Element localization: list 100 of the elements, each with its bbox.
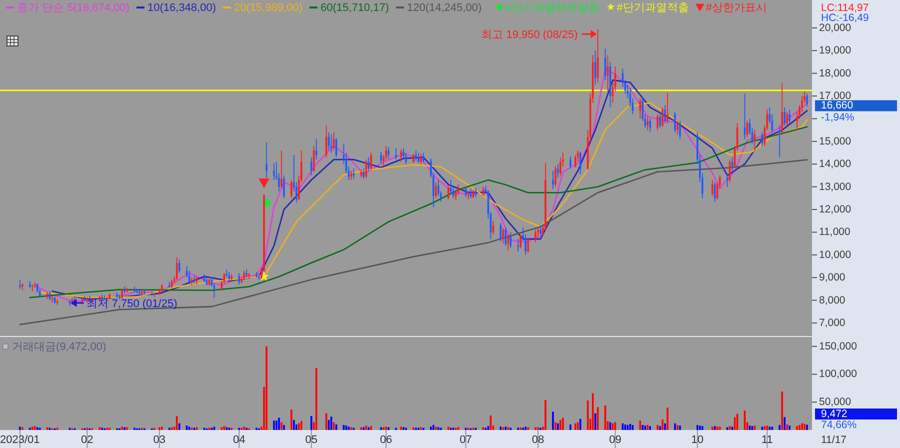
- candlestick: [520, 234, 522, 249]
- candlestick: [280, 150, 282, 190]
- legend-label: 종가 단순 5(16,674,00): [17, 2, 130, 14]
- candlestick: [726, 172, 728, 188]
- candlestick: [507, 234, 510, 251]
- candlestick: [676, 120, 678, 136]
- y-tick-label: 150,000: [819, 340, 858, 352]
- candlestick: [418, 152, 420, 164]
- candlestick: [258, 274, 260, 280]
- candlestick: [579, 151, 582, 175]
- text: LC:114,97: [821, 2, 869, 14]
- candlestick: [664, 104, 666, 124]
- candlestick: [502, 227, 504, 244]
- x-tick-label: 05: [305, 434, 318, 446]
- candlestick: [806, 93, 808, 107]
- legend-label: 60(15,710,17): [320, 2, 389, 14]
- candlestick: [504, 227, 507, 246]
- candlestick: [412, 153, 414, 164]
- candlestick: [679, 120, 681, 140]
- y-tick-label: 11,000: [819, 226, 850, 238]
- candlestick: [711, 180, 714, 196]
- y-tick-label: 8,000: [819, 294, 846, 306]
- annotation: 최저 7,750 (01/25): [86, 298, 178, 310]
- candlestick: [786, 111, 788, 126]
- candlestick: [662, 106, 664, 128]
- point: [258, 178, 270, 188]
- candlestick: [388, 146, 390, 159]
- candlestick: [405, 152, 407, 165]
- candlestick: [674, 111, 676, 133]
- line-series: [19, 159, 808, 326]
- candlestick: [552, 170, 554, 190]
- candlestick: [778, 125, 781, 158]
- candlestick: [238, 272, 240, 285]
- candlestick: [659, 111, 661, 128]
- text: 16,660: [821, 100, 854, 112]
- candlestick: [527, 237, 529, 254]
- legend-label: 10(16,348,00): [148, 2, 216, 14]
- x-tick-label: 09: [609, 434, 622, 446]
- x-tick-label: 06: [380, 434, 392, 446]
- candlestick: [422, 152, 424, 164]
- candlestick: [784, 106, 786, 126]
- candlestick: [557, 164, 559, 178]
- candlestick: [226, 269, 228, 278]
- candlestick: [290, 180, 292, 199]
- candlestick: [283, 174, 285, 199]
- candlestick: [666, 92, 668, 124]
- candlestick: [395, 148, 397, 160]
- candlestick: [510, 232, 512, 249]
- candlestick: [646, 116, 649, 130]
- y-tick-label: 15,000: [819, 135, 852, 148]
- legend-label: 20(15,989,00): [234, 2, 302, 14]
- candlestick: [19, 279, 21, 290]
- candlestick: [574, 154, 576, 168]
- legend-label: 120(14,245,00): [407, 2, 482, 14]
- x-tick-label: 10: [691, 434, 704, 446]
- y-tick-label: 14,000: [819, 158, 852, 170]
- candlestick: [560, 156, 562, 176]
- candlestick: [352, 168, 355, 180]
- candlestick: [649, 118, 651, 133]
- candlestick: [168, 282, 170, 288]
- y-tick-label: 9,000: [819, 272, 846, 284]
- candlestick: [788, 109, 790, 124]
- candlestick: [639, 98, 642, 120]
- candlestick: [36, 282, 38, 293]
- text: HC:-16,49: [821, 12, 870, 24]
- y-tick-label: 18,000: [819, 67, 852, 80]
- candlestick: [273, 162, 275, 180]
- candlestick: [380, 151, 382, 165]
- candlestick: [534, 229, 536, 243]
- candlestick: [554, 166, 556, 188]
- candlestick: [365, 159, 368, 178]
- text: 11/17: [821, 434, 847, 446]
- candlestick: [540, 224, 542, 235]
- candlestick: [400, 148, 402, 162]
- chart-title: 거래대금(9,472,00): [12, 341, 106, 353]
- text: -1,94%: [821, 112, 854, 124]
- y-tick-label: 7,000: [819, 316, 846, 329]
- legend-label: #단기과열해제발동: [506, 2, 600, 14]
- text: 74,66%: [821, 419, 857, 431]
- candlestick: [34, 282, 36, 288]
- candlestick: [243, 270, 245, 280]
- annotation: 최고 19,950 (08/25): [481, 29, 578, 42]
- candlestick: [84, 295, 86, 302]
- x-tick-label: 03: [153, 434, 166, 446]
- candlestick: [517, 238, 519, 252]
- x-tick-label: 2023/01: [0, 434, 40, 446]
- candlestick: [370, 152, 372, 170]
- y-tick-label: 50,000: [819, 396, 852, 408]
- x-tick-label: 08: [532, 434, 544, 446]
- legend-label: #상한가표시: [706, 2, 767, 14]
- candlestick: [434, 182, 437, 199]
- y-tick-label: 12,000: [819, 203, 852, 216]
- x-tick-label: 04: [232, 434, 246, 446]
- y-tick-label: 19,000: [819, 44, 852, 57]
- x-tick-label: 11: [761, 434, 773, 446]
- candlestick: [569, 156, 572, 170]
- text: 9,472: [821, 408, 848, 420]
- x-tick-label: 07: [460, 434, 472, 446]
- candlestick: [781, 82, 784, 136]
- candlestick: [368, 156, 370, 172]
